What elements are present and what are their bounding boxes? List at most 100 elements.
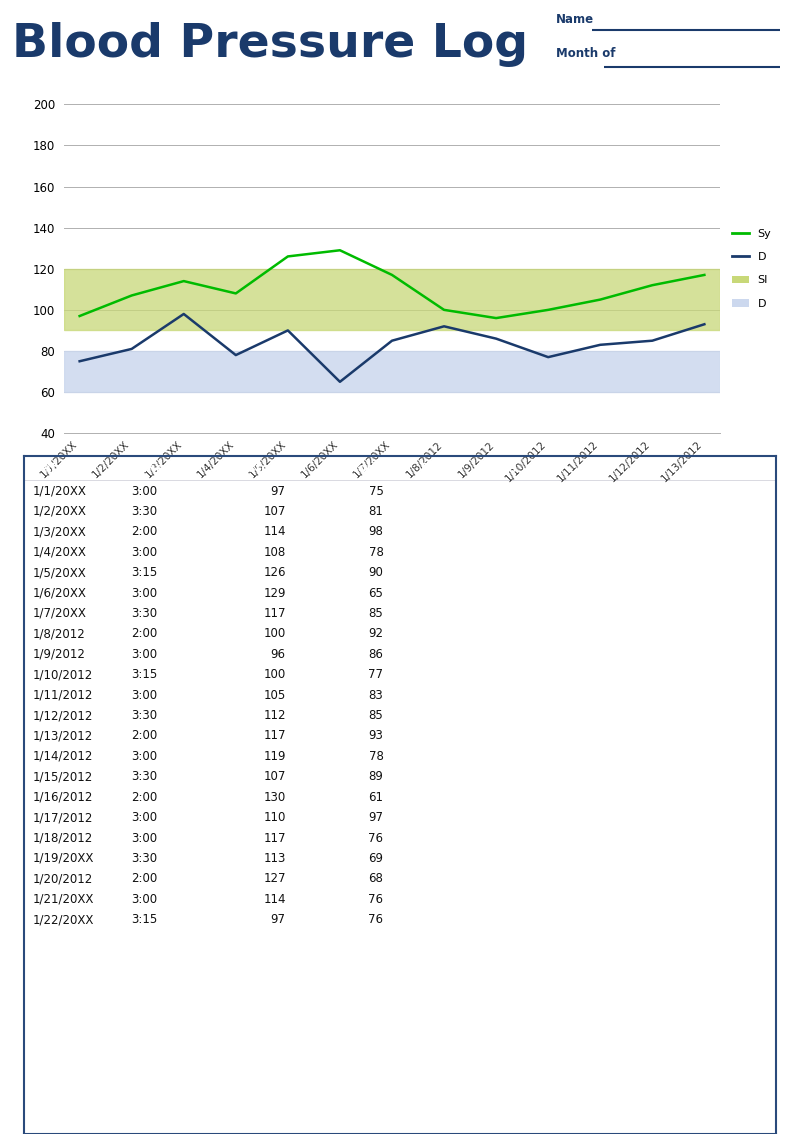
Text: 78: 78: [369, 545, 383, 559]
Text: 117: 117: [263, 831, 286, 845]
Text: 3:00: 3:00: [130, 750, 157, 763]
Text: 112: 112: [263, 709, 286, 722]
Text: 113: 113: [263, 852, 286, 865]
Text: 3:15: 3:15: [130, 668, 157, 682]
Text: 2:00: 2:00: [130, 627, 157, 641]
Text: 1/14/2012: 1/14/2012: [33, 750, 94, 763]
Text: 107: 107: [263, 770, 286, 784]
Text: 68: 68: [369, 872, 383, 886]
Text: 61: 61: [369, 790, 383, 804]
Text: 3:30: 3:30: [130, 770, 157, 784]
Text: 1/20/2012: 1/20/2012: [33, 872, 94, 886]
Text: 76: 76: [369, 892, 383, 906]
Text: 3:30: 3:30: [130, 607, 157, 620]
Text: 1/9/2012: 1/9/2012: [33, 648, 86, 661]
Text: 81: 81: [369, 505, 383, 518]
Text: 1/18/2012: 1/18/2012: [33, 831, 94, 845]
Bar: [64, 352, 720, 392]
Text: 1/22/20XX: 1/22/20XX: [33, 913, 94, 926]
Text: 3:30: 3:30: [130, 709, 157, 722]
Text: 1/21/20XX: 1/21/20XX: [33, 892, 94, 906]
Text: 107: 107: [263, 505, 286, 518]
Text: 119: 119: [263, 750, 286, 763]
Text: 1/3/20XX: 1/3/20XX: [33, 525, 86, 539]
Text: Pulse: Pulse: [421, 462, 458, 475]
Text: 97: 97: [270, 913, 286, 926]
Text: 1/16/2012: 1/16/2012: [33, 790, 94, 804]
Text: 85: 85: [369, 709, 383, 722]
Text: 1/4/20XX: 1/4/20XX: [33, 545, 87, 559]
Text: 3:15: 3:15: [130, 566, 157, 579]
Text: 2:00: 2:00: [130, 525, 157, 539]
Text: 3:15: 3:15: [130, 913, 157, 926]
Text: 1/6/20XX: 1/6/20XX: [33, 586, 87, 600]
Text: 97: 97: [369, 811, 383, 824]
Text: 3:00: 3:00: [130, 831, 157, 845]
Text: 1/1/20XX: 1/1/20XX: [33, 484, 87, 498]
Text: 75: 75: [369, 484, 383, 498]
Text: 3:30: 3:30: [130, 505, 157, 518]
Text: 83: 83: [369, 688, 383, 702]
Text: Name: Name: [556, 12, 594, 26]
Text: 2:00: 2:00: [130, 790, 157, 804]
Text: 85: 85: [369, 607, 383, 620]
Text: 89: 89: [369, 770, 383, 784]
Text: Blood Pressure Log: Blood Pressure Log: [12, 23, 528, 67]
Bar: [64, 269, 720, 330]
Text: 3:00: 3:00: [130, 688, 157, 702]
Text: 3:00: 3:00: [130, 892, 157, 906]
Text: 126: 126: [263, 566, 286, 579]
Text: 117: 117: [263, 729, 286, 743]
Text: 108: 108: [263, 545, 286, 559]
Text: 69: 69: [369, 852, 383, 865]
Text: 100: 100: [263, 627, 286, 641]
Text: 86: 86: [369, 648, 383, 661]
Text: 98: 98: [369, 525, 383, 539]
Text: 1/10/2012: 1/10/2012: [33, 668, 94, 682]
Text: 77: 77: [369, 668, 383, 682]
Text: 96: 96: [270, 648, 286, 661]
Text: 76: 76: [369, 831, 383, 845]
Text: 90: 90: [369, 566, 383, 579]
Text: 130: 130: [263, 790, 286, 804]
Text: 93: 93: [369, 729, 383, 743]
Text: 1/19/20XX: 1/19/20XX: [33, 852, 94, 865]
Text: 2:00: 2:00: [130, 872, 157, 886]
Text: 1/11/2012: 1/11/2012: [33, 688, 94, 702]
Text: 1/15/2012: 1/15/2012: [33, 770, 94, 784]
Text: 1/5/20XX: 1/5/20XX: [33, 566, 86, 579]
Text: 114: 114: [263, 525, 286, 539]
Text: 127: 127: [263, 872, 286, 886]
Text: 1/13/2012: 1/13/2012: [33, 729, 94, 743]
Text: 92: 92: [369, 627, 383, 641]
Text: Time: Time: [130, 462, 165, 475]
Text: 105: 105: [263, 688, 286, 702]
Text: 100: 100: [263, 668, 286, 682]
Text: 3:00: 3:00: [130, 648, 157, 661]
Text: 97: 97: [270, 484, 286, 498]
Text: 1/2/20XX: 1/2/20XX: [33, 505, 87, 518]
Text: 1/7/20XX: 1/7/20XX: [33, 607, 87, 620]
Text: 110: 110: [263, 811, 286, 824]
Text: 117: 117: [263, 607, 286, 620]
Legend: Sy, D, SI, D : Sy, D, SI, D: [732, 229, 771, 308]
Text: 2:00: 2:00: [130, 729, 157, 743]
Text: Diastolic: Diastolic: [323, 462, 383, 475]
Text: 114: 114: [263, 892, 286, 906]
Text: Notes: Notes: [477, 462, 518, 475]
Text: 3:00: 3:00: [130, 545, 157, 559]
Text: 65: 65: [369, 586, 383, 600]
Text: 78: 78: [369, 750, 383, 763]
Text: 1/12/2012: 1/12/2012: [33, 709, 94, 722]
Text: Systolic: Systolic: [231, 462, 286, 475]
Text: 1/17/2012: 1/17/2012: [33, 811, 94, 824]
Text: 3:00: 3:00: [130, 811, 157, 824]
Text: 3:00: 3:00: [130, 586, 157, 600]
Text: Month of: Month of: [556, 48, 615, 60]
Text: Date: Date: [33, 462, 66, 475]
Text: 129: 129: [263, 586, 286, 600]
Text: 3:30: 3:30: [130, 852, 157, 865]
Text: 3:00: 3:00: [130, 484, 157, 498]
Text: 76: 76: [369, 913, 383, 926]
Text: 1/8/2012: 1/8/2012: [33, 627, 86, 641]
